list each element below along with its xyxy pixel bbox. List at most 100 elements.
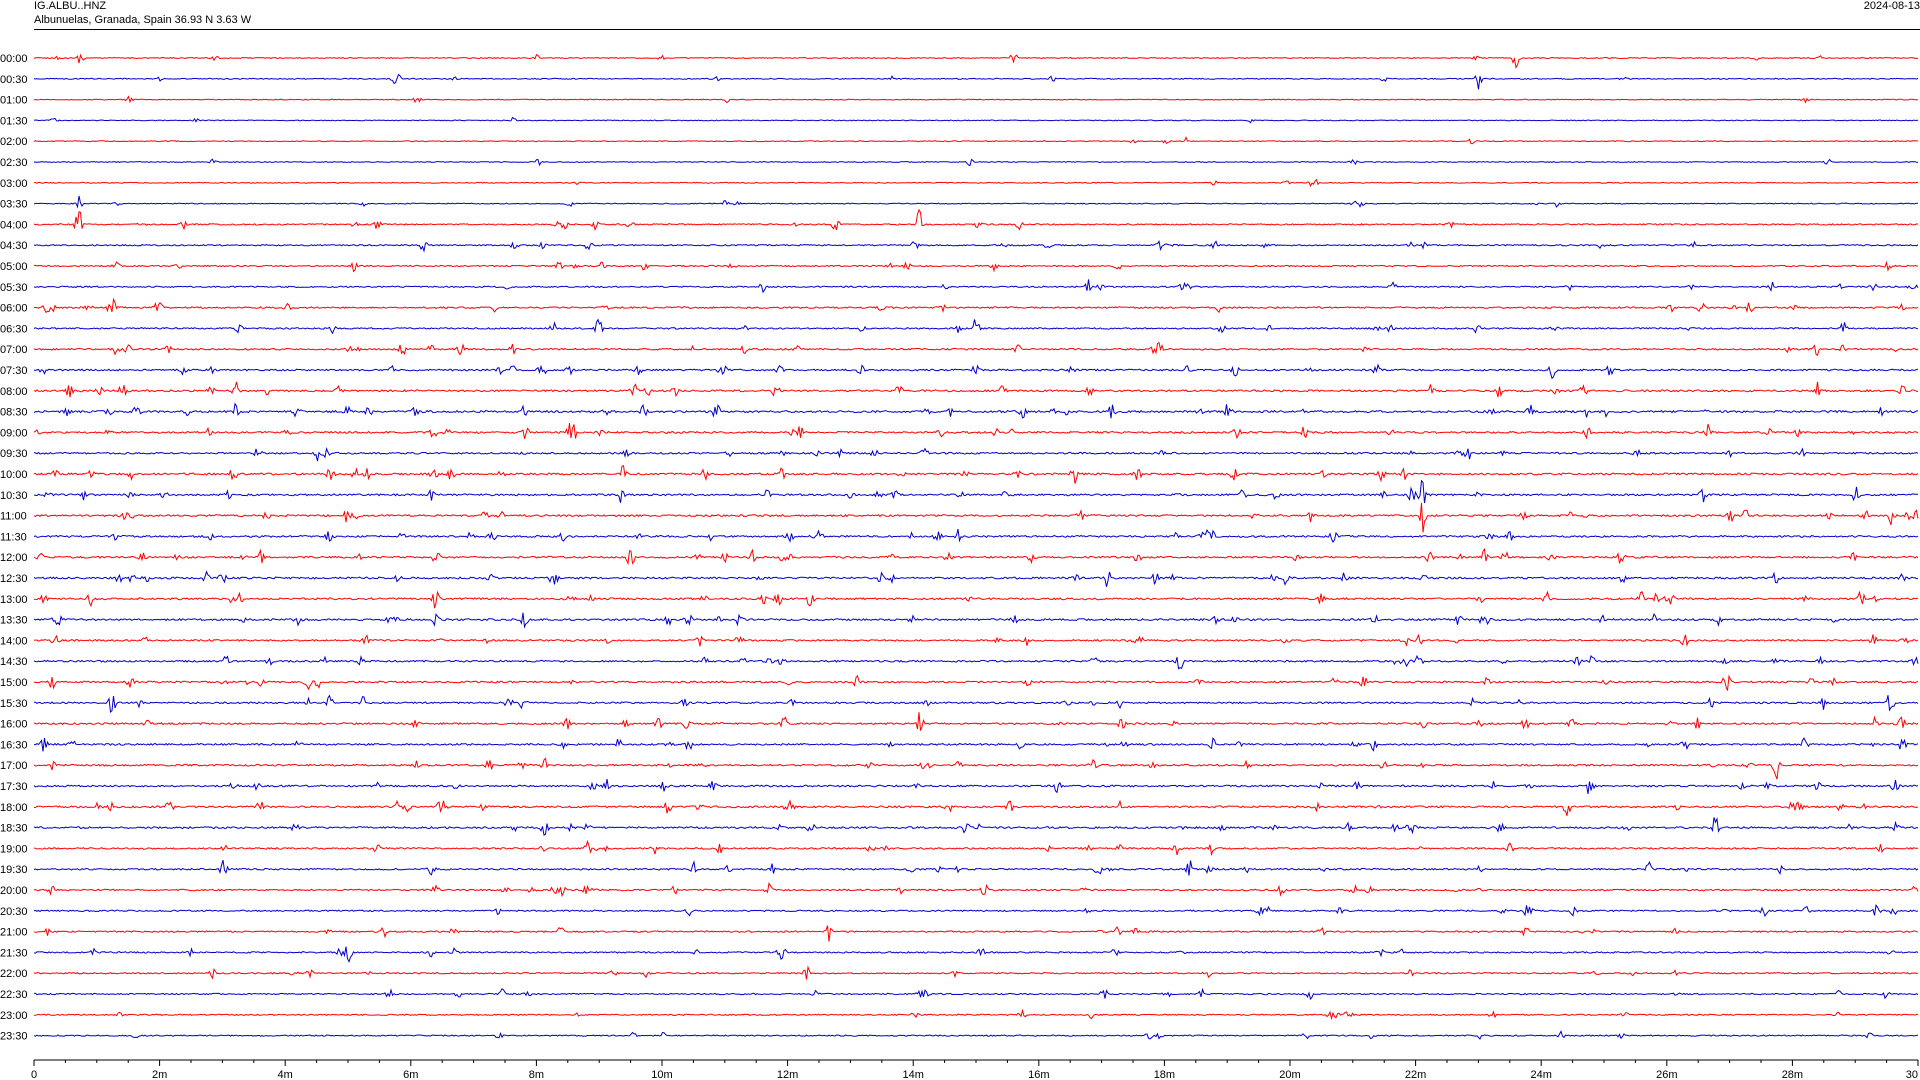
row-label: 04:00	[0, 219, 28, 231]
trace-row-1330	[33, 612, 1919, 629]
row-label: 06:30	[0, 323, 28, 335]
trace-row-0100	[33, 95, 1919, 104]
row-label: 22:30	[0, 989, 28, 1001]
trace-row-1500	[33, 674, 1919, 691]
row-label: 06:00	[0, 303, 28, 315]
trace-row-1800	[33, 799, 1919, 816]
trace-row-1230	[33, 570, 1919, 587]
x-tick-label: 22m	[1405, 1069, 1426, 1080]
trace-row-1200	[33, 547, 1919, 566]
row-label: 10:00	[0, 469, 28, 481]
trace-row-1900	[33, 839, 1918, 857]
trace-row-2100	[33, 925, 1919, 942]
row-label: 20:30	[0, 906, 28, 918]
x-tick-label: 16m	[1028, 1069, 1049, 1080]
record-date: 2024-08-13	[1863, 0, 1920, 12]
row-label: 22:00	[0, 968, 28, 980]
trace-row-1730	[33, 779, 1919, 794]
x-tick-label: 12m	[777, 1069, 798, 1080]
trace-row-2230	[34, 987, 1919, 1001]
trace-row-0830	[33, 402, 1919, 419]
row-label: 18:00	[0, 802, 28, 814]
row-label: 07:00	[0, 344, 28, 356]
trace-row-2300	[33, 1008, 1918, 1021]
x-tick-label: 2m	[152, 1069, 167, 1080]
row-label: 15:30	[0, 698, 28, 710]
row-label: 14:30	[0, 656, 28, 668]
row-label: 23:30	[0, 1031, 28, 1043]
trace-row-0630	[33, 318, 1919, 335]
row-label: 13:00	[0, 594, 28, 606]
trace-row-1530	[33, 694, 1919, 714]
x-tick-label: 14m	[902, 1069, 923, 1080]
row-label: 13:30	[0, 615, 28, 627]
trace-row-1930	[33, 859, 1919, 876]
trace-row-0330	[33, 195, 1919, 209]
trace-row-1130	[33, 528, 1919, 543]
row-label-group: 00:00 00:30 01:00 01:30 02:00 02:30 03:00 03:30…	[0, 53, 28, 1043]
trace-row-0000	[33, 53, 1919, 69]
trace-row-1300	[33, 590, 1919, 609]
trace-row-0430	[33, 239, 1919, 253]
header-divider	[34, 29, 1920, 30]
row-label: 04:30	[0, 240, 28, 252]
x-tick-label: 0	[31, 1069, 37, 1080]
row-label: 17:00	[0, 760, 28, 772]
trace-row-0900	[33, 422, 1919, 440]
station-location: Albunuelas, Granada, Spain 36.93 N 3.63 …	[34, 14, 252, 26]
row-label: 01:00	[0, 95, 28, 107]
trace-row-2000	[33, 882, 1919, 898]
trace-row-0500	[34, 260, 1919, 273]
row-label: 18:30	[0, 823, 28, 835]
row-label: 19:00	[0, 843, 28, 855]
row-label: 12:30	[0, 573, 28, 585]
row-label: 02:00	[0, 136, 28, 148]
row-label: 02:30	[0, 157, 28, 169]
row-label: 00:30	[0, 74, 28, 86]
trace-row-2030	[33, 904, 1919, 918]
trace-row-0930	[33, 446, 1919, 462]
row-label: 12:00	[0, 552, 28, 564]
trace-row-0030	[33, 73, 1919, 90]
x-tick-label: 4m	[278, 1069, 293, 1080]
row-label: 23:00	[0, 1010, 28, 1022]
trace-row-0300	[33, 178, 1919, 188]
trace-row-0530	[33, 279, 1919, 294]
row-label: 10:30	[0, 490, 28, 502]
row-label: 15:00	[0, 677, 28, 689]
row-label: 01:30	[0, 115, 28, 127]
row-label: 08:30	[0, 407, 28, 419]
row-label: 16:30	[0, 739, 28, 751]
x-tick-label: 8m	[529, 1069, 544, 1080]
row-label: 14:00	[0, 635, 28, 647]
row-label: 03:30	[0, 199, 28, 211]
trace-row-0130	[33, 116, 1919, 124]
x-tick-label: 30	[1906, 1069, 1918, 1080]
station-code: IG.ALBU..HNZ	[34, 0, 107, 12]
trace-row-1830	[33, 817, 1919, 836]
x-tick-label: 20m	[1279, 1069, 1300, 1080]
row-label: 20:00	[0, 885, 28, 897]
row-label: 03:00	[0, 178, 28, 190]
trace-row-1600	[33, 712, 1919, 731]
trace-row-1000	[33, 465, 1919, 484]
trace-row-0400	[33, 208, 1919, 231]
row-label: 16:00	[0, 719, 28, 731]
trace-row-0730	[33, 363, 1919, 380]
trace-row-1400	[34, 633, 1919, 647]
row-label: 00:00	[0, 53, 28, 65]
x-tick-label: 24m	[1530, 1069, 1551, 1080]
trace-row-1100	[33, 502, 1919, 533]
row-label: 11:30	[0, 531, 27, 543]
x-tick-label: 10m	[651, 1069, 672, 1080]
x-axis: 0 2m 4m 6m 8m 10m 12m 14m 16m 18m 20m 22m 24m 26m 28m 3…	[31, 1059, 1919, 1080]
trace-row-1430	[33, 654, 1919, 670]
trace-row-0800	[33, 381, 1919, 398]
row-label: 21:00	[0, 927, 28, 939]
header: IG.ALBU..HNZ Albunuelas, Granada, Spain …	[0, 0, 1920, 30]
trace-row-2130	[33, 946, 1919, 964]
trace-row-1630	[33, 737, 1919, 752]
row-label: 05:30	[0, 282, 28, 294]
trace-row-0700	[33, 341, 1919, 357]
